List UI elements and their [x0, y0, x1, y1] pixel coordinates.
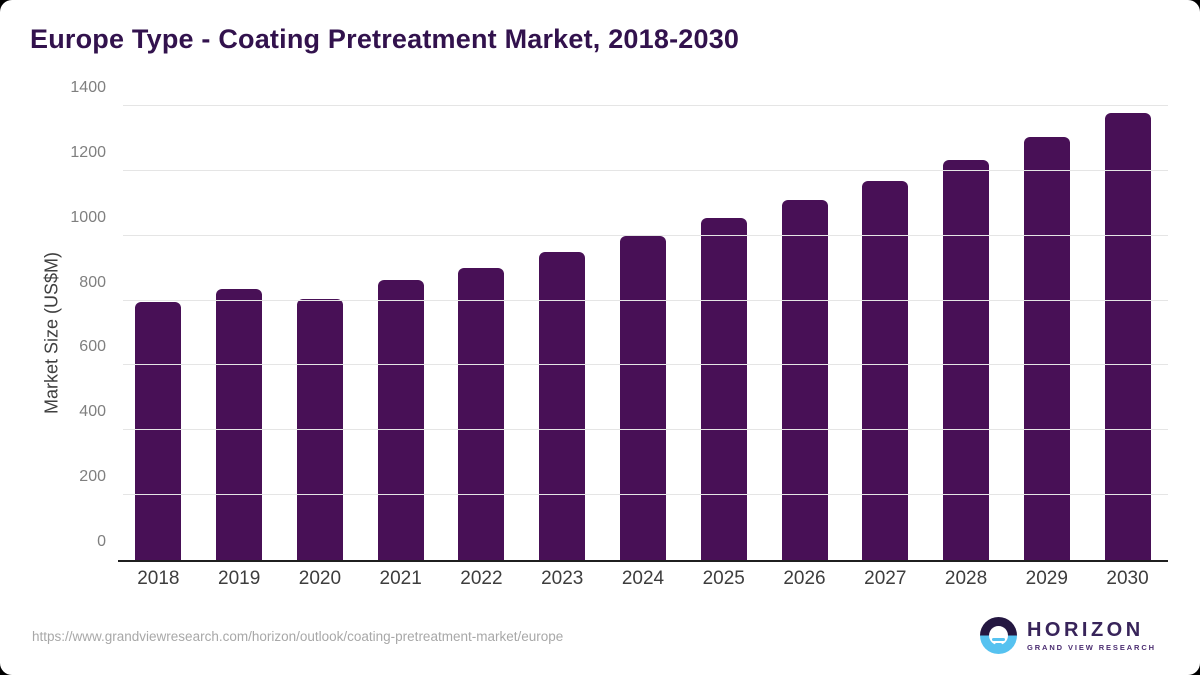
x-label-2028: 2028 — [944, 568, 988, 589]
gridline-200 — [123, 494, 1168, 496]
bars-container — [118, 106, 1168, 560]
bar-2022[interactable] — [458, 268, 505, 560]
bar-2027[interactable] — [862, 180, 909, 560]
bar-slot — [926, 106, 1007, 560]
bar-2029[interactable] — [1023, 136, 1070, 560]
y-tick-label-800: 800 — [79, 273, 106, 291]
gridline-1400 — [123, 105, 1168, 106]
y-tick-label-200: 200 — [79, 468, 106, 486]
y-tick-label-600: 600 — [79, 338, 106, 356]
horizon-logo: HORIZON GRAND VIEW RESEARCH — [979, 617, 1156, 654]
bar-slot — [845, 106, 926, 560]
wave-glyph — [991, 638, 1005, 641]
logo-subtitle: GRAND VIEW RESEARCH — [1026, 643, 1156, 652]
bar-2023[interactable] — [539, 251, 586, 560]
x-label-2024: 2024 — [621, 568, 665, 589]
x-label-2018: 2018 — [137, 568, 180, 589]
x-label-2019: 2019 — [218, 568, 261, 589]
bar-2019[interactable] — [216, 289, 263, 560]
gridline-800 — [123, 299, 1168, 301]
bar-slot — [603, 106, 684, 560]
bar-2026[interactable] — [781, 200, 828, 560]
x-label-2030: 2030 — [1106, 568, 1149, 589]
bar-slot — [118, 106, 199, 560]
bar-slot — [1087, 106, 1168, 560]
horizon-logo-icon — [979, 617, 1017, 654]
x-label-2020: 2020 — [298, 568, 342, 589]
bar-slot — [1006, 106, 1087, 560]
bar-2030[interactable] — [1104, 112, 1151, 560]
x-label-2029: 2029 — [1025, 568, 1068, 589]
gridline-600 — [123, 364, 1168, 366]
x-label-2025: 2025 — [702, 568, 745, 589]
bar-2028[interactable] — [943, 159, 990, 560]
bar-slot — [522, 106, 603, 560]
gridline-1200 — [123, 169, 1168, 171]
bar-slot — [764, 106, 845, 560]
bar-slot — [683, 106, 764, 560]
x-axis-labels: 2018 2019 2020 2021 2022 2023 2024 2025 2026 2027… — [118, 568, 1168, 590]
logo-title: HORIZON — [1026, 619, 1144, 641]
bar-slot — [441, 106, 522, 560]
x-label-2021: 2021 — [379, 568, 422, 589]
plot-area: 0 200 400 600 800 1000 1200 1400 — [70, 79, 1168, 562]
x-label-2022: 2022 — [460, 568, 503, 589]
bar-2021[interactable] — [377, 279, 424, 560]
y-tick-label-400: 400 — [79, 403, 106, 421]
y-tick-label-1000: 1000 — [70, 208, 106, 226]
x-label-2023: 2023 — [541, 568, 584, 589]
x-label-2026: 2026 — [783, 568, 826, 589]
chart-title: Europe Type - Coating Pretreatment Marke… — [30, 24, 740, 54]
bar-2025[interactable] — [700, 217, 747, 560]
gridline-400 — [123, 429, 1168, 431]
bar-slot — [280, 106, 361, 560]
bar-2018[interactable] — [135, 302, 182, 560]
bar-slot — [360, 106, 441, 560]
y-tick-label-1200: 1200 — [70, 143, 106, 161]
wave-glyph — [994, 643, 1002, 646]
y-tick-label-0: 0 — [97, 533, 106, 550]
x-label-2027: 2027 — [864, 568, 907, 589]
y-tick-label-1400: 1400 — [70, 79, 106, 96]
logo-text: HORIZON GRAND VIEW RESEARCH — [1027, 619, 1156, 652]
source-url: https://www.grandviewresearch.com/horizo… — [32, 629, 564, 644]
bar-2024[interactable] — [619, 235, 666, 560]
bar-slot — [199, 106, 280, 560]
gridline-1000 — [123, 234, 1168, 236]
